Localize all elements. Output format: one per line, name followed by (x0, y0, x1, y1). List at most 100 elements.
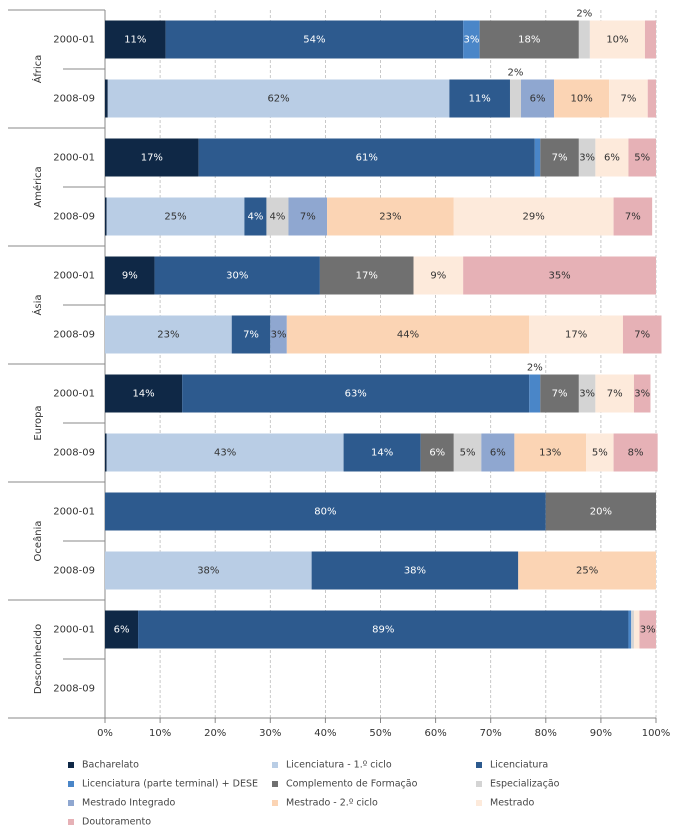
y-tick-label: 2000-01 (53, 35, 95, 46)
legend-label: Licenciatura (parte terminal) + DESE (82, 779, 258, 790)
bar-segment (540, 138, 579, 177)
data-label: 10% (570, 94, 592, 105)
y-tick-label: 2008-09 (53, 94, 95, 105)
bar-segment (628, 610, 632, 649)
group-label: África (31, 55, 44, 84)
legend: Bacharelato Licenciatura - 1.º ciclo Licen… (68, 760, 560, 828)
bar-segment (463, 256, 656, 295)
bar-segment (105, 20, 166, 59)
bar-segment (244, 197, 267, 236)
bar-segment (639, 610, 656, 649)
group-label: Oceânia (32, 521, 44, 562)
data-label: 7% (243, 330, 259, 341)
data-label: 17% (141, 153, 163, 164)
y-tick-label: 2000-01 (53, 625, 95, 636)
bar-segment (182, 374, 530, 413)
bar-segment (578, 374, 596, 413)
data-label: 6% (429, 448, 445, 459)
data-label: 7% (625, 212, 641, 223)
bar-segment (534, 138, 541, 177)
data-label: 14% (132, 389, 154, 400)
bar-segment (106, 433, 344, 472)
data-label: 63% (345, 389, 367, 400)
bar-segment (311, 551, 519, 590)
data-label: 9% (122, 271, 138, 282)
data-label: 43% (214, 448, 236, 459)
bar-segment (105, 492, 546, 531)
data-label: 6% (530, 94, 546, 105)
group-label: Desconhecido (33, 624, 44, 694)
bar-segment (609, 79, 648, 118)
legend-swatch (476, 800, 482, 806)
data-label: 18% (518, 35, 540, 46)
x-tick-label: 40% (314, 728, 336, 739)
bar-segment (343, 433, 421, 472)
bar-segment (647, 79, 656, 118)
bar-segment (231, 315, 271, 354)
bar-segment (319, 256, 414, 295)
data-label: 29% (523, 212, 545, 223)
data-label: 5% (592, 448, 608, 459)
data-label: 13% (539, 448, 561, 459)
legend-label: Especialização (490, 779, 560, 790)
bar-segment (105, 551, 312, 590)
x-tick-label: 60% (424, 728, 446, 739)
legend-label: Doutoramento (82, 817, 151, 828)
bar-segment (413, 256, 464, 295)
legend-swatch (68, 800, 74, 806)
data-label: 11% (124, 35, 146, 46)
data-label: 8% (628, 448, 644, 459)
legend-label: Mestrado Integrado (82, 798, 175, 809)
y-tick-label: 2000-01 (53, 507, 95, 518)
data-label: 5% (460, 448, 476, 459)
x-tick-label: 80% (535, 728, 557, 739)
bar-segment (453, 433, 482, 472)
bar-segment (105, 374, 183, 413)
data-label: 9% (430, 271, 446, 282)
bar-segment (449, 79, 510, 118)
x-tick-label: 50% (369, 728, 391, 739)
bar-segment (105, 197, 107, 236)
bar-segment (286, 315, 530, 354)
legend-swatch (476, 781, 482, 787)
bar-segment (518, 551, 656, 590)
bar-segment (105, 433, 107, 472)
data-label: 3% (579, 153, 595, 164)
data-label: 10% (606, 35, 628, 46)
data-label: 5% (634, 153, 650, 164)
data-label: 17% (356, 271, 378, 282)
y-tick-label: 2008-09 (53, 212, 95, 223)
legend-label: Bacharelato (82, 760, 139, 771)
bar-segment (327, 197, 454, 236)
x-tick-label: 10% (149, 728, 171, 739)
data-label: 17% (565, 330, 587, 341)
legend-label: Licenciatura - 1.º ciclo (286, 760, 392, 771)
data-label: 89% (372, 625, 394, 636)
bar-segment (628, 138, 656, 177)
y-tick-label: 2000-01 (53, 389, 95, 400)
y-tick-label: 2008-09 (53, 448, 95, 459)
bar-segment (138, 610, 629, 649)
data-label: 14% (371, 448, 393, 459)
bar-segment (105, 79, 108, 118)
x-tick-label: 100% (642, 728, 671, 739)
bar-segment (105, 256, 155, 295)
data-label: 80% (314, 507, 336, 518)
bar-segment (633, 374, 651, 413)
data-label: 3% (579, 389, 595, 400)
y-tick-label: 2000-01 (53, 153, 95, 164)
bar-segment (270, 315, 287, 354)
data-label: 3% (271, 330, 287, 341)
data-label: 2% (508, 68, 524, 79)
data-label: 20% (590, 507, 612, 518)
bar-segment (613, 197, 653, 236)
bar-segment (509, 79, 522, 118)
legend-label: Mestrado (490, 798, 534, 809)
legend-label: Licenciatura (490, 760, 548, 771)
bar-segment (105, 610, 139, 649)
group-label: Europa (33, 405, 44, 440)
x-tick-label: 0% (97, 728, 113, 739)
bar-segment (198, 138, 535, 177)
data-label: 44% (397, 330, 419, 341)
